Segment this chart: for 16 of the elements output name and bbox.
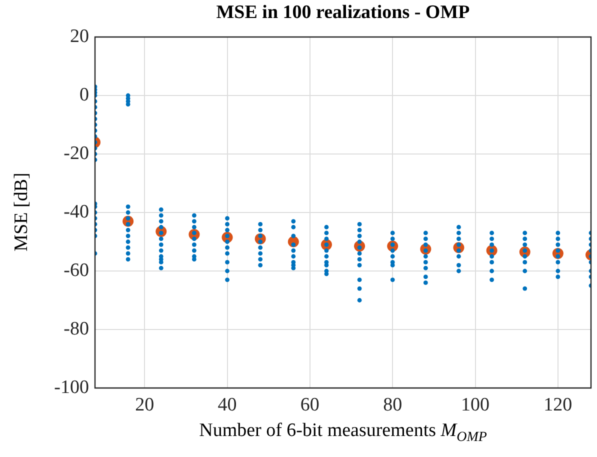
y-tick-label: -80 bbox=[64, 318, 89, 340]
x-tick-label: 60 bbox=[300, 394, 320, 416]
y-tick-label: -60 bbox=[64, 260, 89, 281]
chart-title: MSE in 100 realizations - OMP bbox=[215, 2, 471, 24]
y-tick-label: 20 bbox=[70, 26, 89, 47]
x-axis-title: Number of 6-bit measurements M$_{OMP}$ bbox=[198, 420, 488, 446]
x-tick-label: 120 bbox=[544, 394, 572, 416]
x-tick-label: 80 bbox=[383, 394, 402, 416]
x-tick-label: 20 bbox=[135, 394, 154, 416]
x-tick-label: 100 bbox=[461, 394, 490, 416]
y-axis-title: MSE [dB] bbox=[11, 172, 33, 252]
y-tick-label: 0 bbox=[80, 84, 89, 106]
y-tick-label: -40 bbox=[64, 201, 89, 222]
y-tick-label: -20 bbox=[64, 142, 89, 164]
x-tick-label: 40 bbox=[218, 394, 237, 416]
y-tick-label: -100 bbox=[54, 376, 89, 398]
